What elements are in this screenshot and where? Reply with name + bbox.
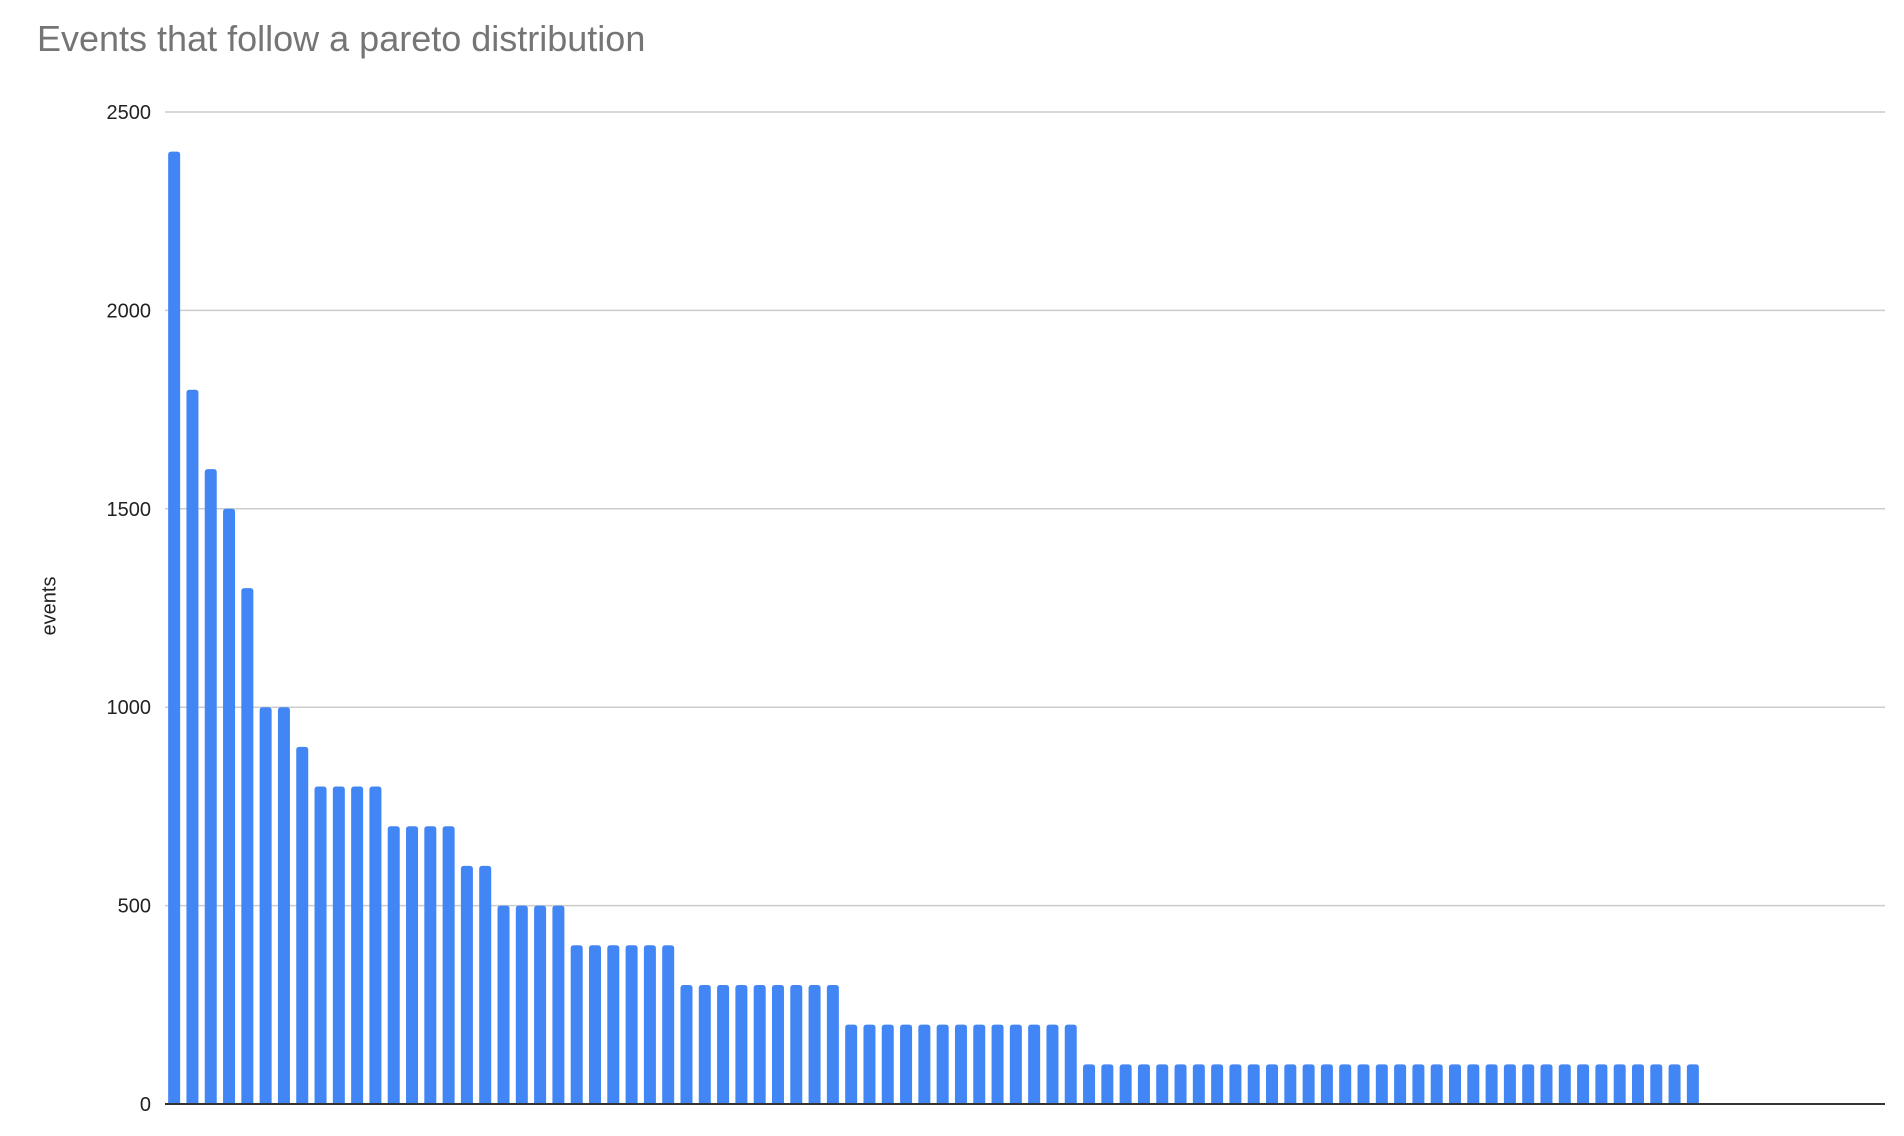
bar [1320,1064,1333,1104]
bar [607,945,620,1104]
bar [369,786,382,1104]
bar [1357,1064,1370,1104]
bar [1631,1064,1644,1104]
bar [1577,1064,1590,1104]
bar [1394,1064,1407,1104]
bar [1613,1064,1626,1104]
bar [223,508,236,1104]
y-tick-label: 0 [140,1094,151,1116]
bar [1668,1064,1681,1104]
bar [954,1024,967,1104]
bar [1119,1064,1132,1104]
y-tick-label: 500 [118,896,151,918]
bar [625,945,638,1104]
bar [1302,1064,1315,1104]
bar [1192,1064,1205,1104]
bar [296,746,309,1104]
bar [259,707,272,1104]
bar [826,984,839,1104]
bar [1467,1064,1480,1104]
bar [1540,1064,1553,1104]
bar [1686,1064,1699,1104]
bar [881,1024,894,1104]
bar [1522,1064,1535,1104]
bar [643,945,656,1104]
bar [1485,1064,1498,1104]
chart-title: Events that follow a pareto distribution [37,18,646,59]
bar [936,1024,949,1104]
bar [973,1024,986,1104]
bar [186,389,199,1104]
bar [168,151,181,1104]
bar [662,945,675,1104]
bar [863,1024,876,1104]
bar [1046,1024,1059,1104]
bar [1229,1064,1242,1104]
y-tick-label: 1500 [107,499,152,521]
bar [808,984,821,1104]
bar [351,786,364,1104]
y-tick-label: 2500 [107,102,152,124]
bar [1009,1024,1022,1104]
y-tick-label: 2000 [107,300,152,322]
bar [552,905,565,1104]
bar [900,1024,913,1104]
bar [1375,1064,1388,1104]
y-tick-label: 1000 [107,697,152,719]
bar [1650,1064,1663,1104]
bar [314,786,327,1104]
bar [991,1024,1004,1104]
bar [1174,1064,1187,1104]
bar [918,1024,931,1104]
bar [1503,1064,1516,1104]
bar [717,984,730,1104]
bar [771,984,784,1104]
bar [698,984,711,1104]
bar [1284,1064,1297,1104]
bar [1558,1064,1571,1104]
bar [589,945,601,1104]
bar [277,707,290,1104]
bar [845,1024,858,1104]
bar [790,984,803,1104]
bar [497,905,510,1104]
bar [680,984,693,1104]
bar [515,905,528,1104]
bar [1101,1064,1114,1104]
bar [570,945,583,1104]
bar [1430,1064,1443,1104]
bar [424,826,437,1104]
bar [1028,1024,1041,1104]
bar [1247,1064,1260,1104]
bar [1339,1064,1352,1104]
bar [460,865,473,1104]
bar [442,826,455,1104]
bar [753,984,766,1104]
bar [1595,1064,1608,1104]
bar [241,588,254,1104]
bar [1137,1064,1150,1104]
bar [735,984,748,1104]
bar [204,469,217,1104]
bar [1266,1064,1279,1104]
bar [406,826,419,1104]
bar [387,826,400,1104]
bar [1211,1064,1224,1104]
bar [1064,1024,1077,1104]
bar [332,786,345,1104]
bar [1083,1064,1096,1104]
bar [1449,1064,1461,1104]
bar [1412,1064,1425,1104]
bar [479,865,492,1104]
bar [1156,1064,1169,1104]
bar [534,905,547,1104]
